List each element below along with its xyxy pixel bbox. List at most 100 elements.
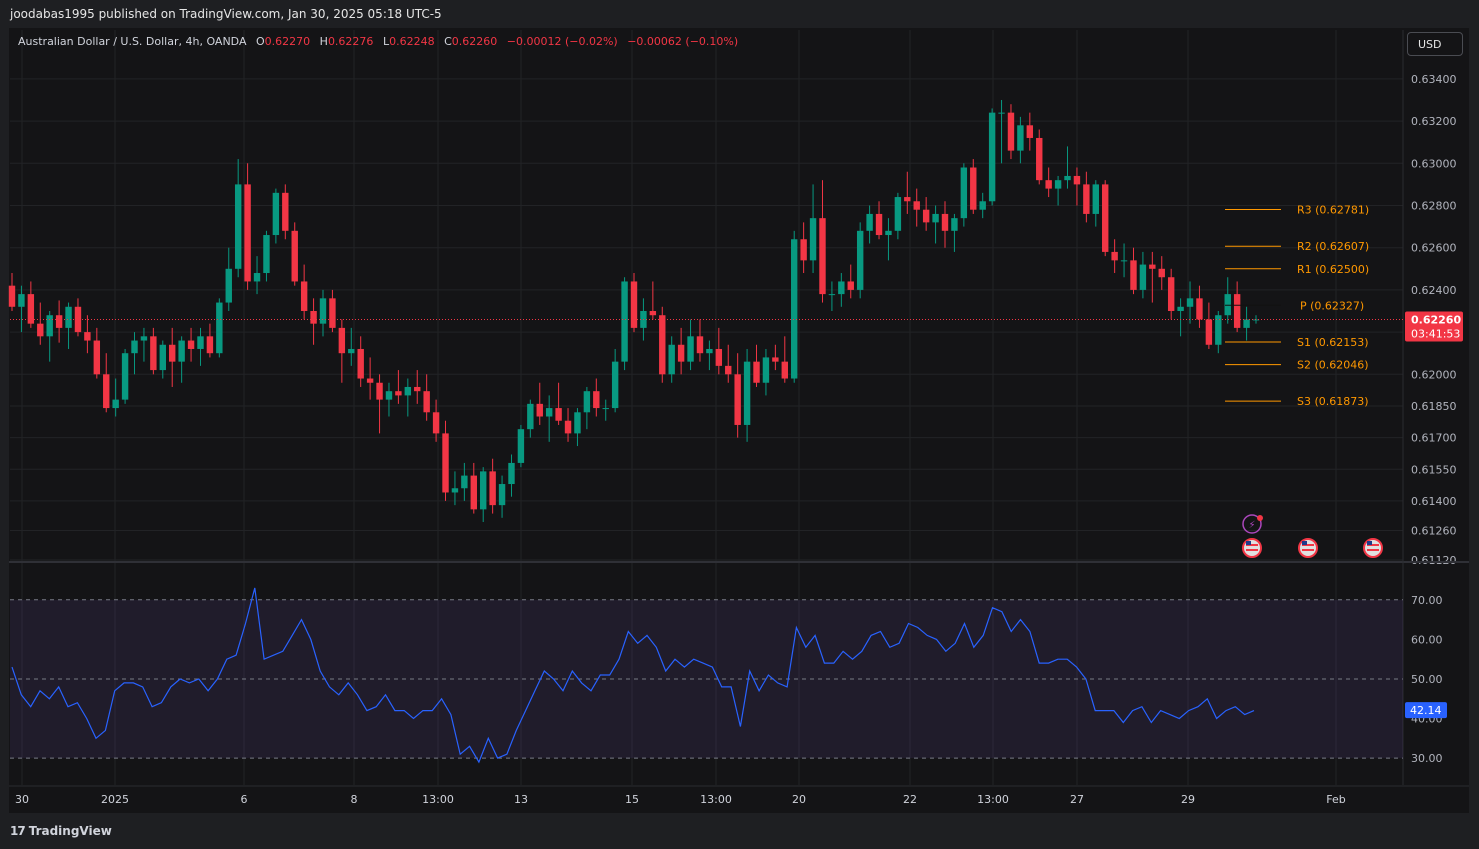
- candle-body: [55, 315, 63, 328]
- price-tick-label: 0.61700: [1411, 432, 1457, 445]
- candle-body: [602, 408, 609, 410]
- candle-body: [593, 391, 600, 409]
- x-tick-label: 6: [241, 793, 248, 806]
- candle-body: [103, 374, 110, 409]
- candle-body: [216, 302, 223, 354]
- rsi-tick-label: 70.00: [1411, 594, 1443, 607]
- event-dot-icon: [1257, 515, 1263, 521]
- candle-body: [1233, 294, 1241, 328]
- candle-body: [1092, 184, 1099, 214]
- candle-body: [998, 112, 1005, 114]
- candle-body: [536, 403, 543, 417]
- price-tick-label: 0.63400: [1411, 73, 1457, 86]
- candle-body: [159, 344, 166, 371]
- tv-logo-icon: 17: [10, 824, 26, 838]
- flag-stripe: [1302, 544, 1314, 546]
- high-label: H: [319, 35, 328, 48]
- candle-body: [715, 348, 723, 366]
- candle-body: [687, 336, 694, 362]
- high-value: 0.62276: [327, 35, 374, 48]
- candle-body: [338, 327, 346, 354]
- candle-body: [395, 391, 402, 396]
- candle-body: [187, 340, 195, 349]
- rsi-tick-label: 30.00: [1411, 752, 1443, 765]
- candle-body: [263, 235, 270, 274]
- open-label: O: [255, 35, 265, 48]
- candle-body: [630, 281, 638, 328]
- candle-body: [432, 412, 440, 434]
- x-tick-label: 15: [625, 793, 639, 806]
- candle-body: [206, 336, 214, 354]
- candle-body: [583, 391, 591, 413]
- x-tick-label: 2025: [101, 793, 129, 806]
- candle-body: [1139, 264, 1147, 290]
- candle-body: [960, 167, 968, 219]
- candle-body: [677, 344, 685, 362]
- low-value: 0.62248: [389, 35, 435, 48]
- candle-body: [922, 209, 930, 223]
- candle-body: [1224, 294, 1231, 316]
- candle-body: [611, 361, 619, 409]
- price-tick-label: 0.62600: [1411, 242, 1457, 255]
- candle-body: [169, 344, 176, 362]
- candle-body: [131, 340, 138, 354]
- price-tick-label: 0.61550: [1411, 463, 1457, 476]
- candle-body: [1205, 319, 1213, 345]
- candle-body: [762, 357, 770, 383]
- rsi-value-label: 42.14: [1410, 704, 1442, 717]
- candle-body: [461, 475, 468, 489]
- pivot-label: R2 (0.62607): [1297, 240, 1369, 253]
- candle-body: [140, 336, 148, 341]
- x-tick-label: 22: [903, 793, 917, 806]
- candle-body: [659, 315, 666, 375]
- candle-body: [489, 471, 496, 506]
- candle-body: [84, 332, 91, 341]
- candle-body: [197, 336, 204, 349]
- candle-body: [734, 374, 741, 425]
- close-label: C: [444, 35, 452, 48]
- candle-body: [649, 311, 657, 316]
- currency-button[interactable]: USD: [1407, 32, 1463, 56]
- price-tick-label: 0.61260: [1411, 524, 1457, 537]
- tradingview-logo[interactable]: 17 TradingView: [10, 824, 112, 838]
- candle-body: [357, 348, 364, 379]
- candle-body: [885, 230, 892, 236]
- us-flag-icon: [1298, 538, 1318, 558]
- candle-body: [282, 192, 289, 231]
- candle-body: [621, 281, 628, 362]
- us-flag-icon: [1363, 538, 1383, 558]
- candle-body: [979, 201, 986, 210]
- current-price-label: 0.62260: [1411, 313, 1461, 326]
- pivot-label: S1 (0.62153): [1297, 336, 1369, 349]
- candle-body: [913, 201, 920, 210]
- candle-body: [272, 192, 280, 236]
- candle-body: [781, 361, 788, 379]
- flag-canton: [1367, 541, 1372, 545]
- candle-body: [27, 294, 35, 324]
- candle-body: [1045, 180, 1052, 189]
- x-tick-label: 13:00: [700, 793, 732, 806]
- candle-body: [856, 230, 864, 290]
- candle-body: [527, 403, 534, 430]
- candle-body: [743, 361, 751, 425]
- candle-body: [951, 218, 958, 231]
- candle-body: [93, 340, 101, 375]
- candle-body: [517, 429, 525, 463]
- flag-canton: [1302, 541, 1307, 545]
- candle-body: [866, 213, 873, 231]
- candle-body: [847, 281, 854, 290]
- candle-body: [291, 230, 298, 282]
- candle-body: [1007, 112, 1015, 151]
- candle-body: [706, 348, 713, 354]
- candle-body: [366, 378, 374, 383]
- price-tick-label: 0.61400: [1411, 495, 1457, 508]
- x-tick-label: 20: [792, 793, 806, 806]
- candle-body: [244, 184, 251, 282]
- candle-body: [574, 412, 581, 434]
- candle-body: [1149, 264, 1156, 269]
- price-tick-label: 0.62400: [1411, 284, 1457, 297]
- price-tick-label: 0.62800: [1411, 199, 1457, 212]
- x-tick-label: 27: [1070, 793, 1084, 806]
- candle-body: [772, 357, 779, 362]
